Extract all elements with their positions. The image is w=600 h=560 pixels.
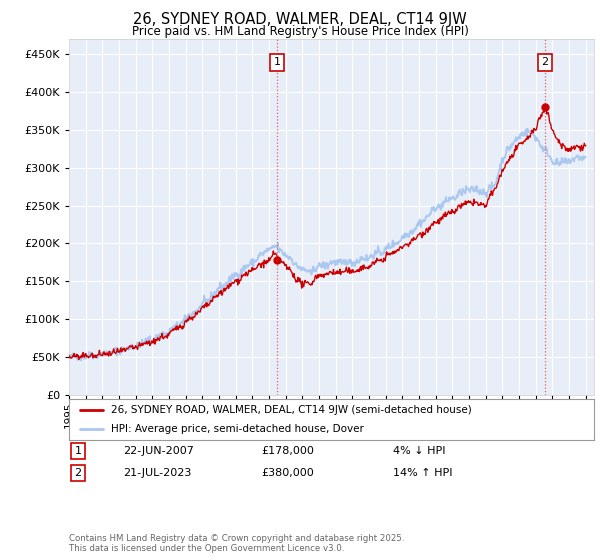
Text: HPI: Average price, semi-detached house, Dover: HPI: Average price, semi-detached house,…	[111, 424, 364, 433]
Text: £178,000: £178,000	[261, 446, 314, 456]
Text: £380,000: £380,000	[261, 468, 314, 478]
Text: 21-JUL-2023: 21-JUL-2023	[123, 468, 191, 478]
Text: 1: 1	[74, 446, 82, 456]
Text: 26, SYDNEY ROAD, WALMER, DEAL, CT14 9JW: 26, SYDNEY ROAD, WALMER, DEAL, CT14 9JW	[133, 12, 467, 27]
Text: 14% ↑ HPI: 14% ↑ HPI	[393, 468, 452, 478]
Text: 26, SYDNEY ROAD, WALMER, DEAL, CT14 9JW (semi-detached house): 26, SYDNEY ROAD, WALMER, DEAL, CT14 9JW …	[111, 405, 472, 415]
Text: 1: 1	[274, 57, 280, 67]
Text: 2: 2	[74, 468, 82, 478]
Text: Price paid vs. HM Land Registry's House Price Index (HPI): Price paid vs. HM Land Registry's House …	[131, 25, 469, 38]
Text: 2: 2	[541, 57, 548, 67]
Text: Contains HM Land Registry data © Crown copyright and database right 2025.
This d: Contains HM Land Registry data © Crown c…	[69, 534, 404, 553]
Text: 4% ↓ HPI: 4% ↓ HPI	[393, 446, 445, 456]
Text: 22-JUN-2007: 22-JUN-2007	[123, 446, 194, 456]
